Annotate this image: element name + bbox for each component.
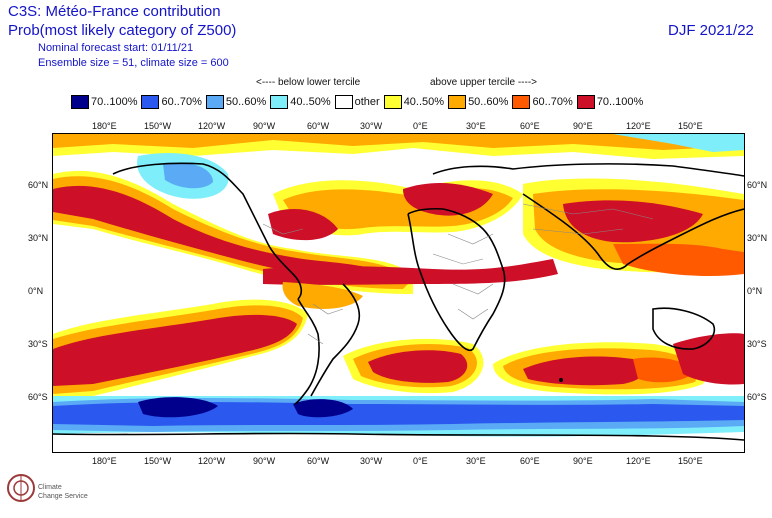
longitude-label: 60°W [307, 121, 330, 131]
ensemble-size-text: Ensemble size = 51, climate size = 600 [38, 57, 229, 69]
longitude-label: 0°E [413, 456, 428, 466]
country-borders [262, 203, 654, 345]
legend-swatch [448, 95, 467, 109]
longitude-label: 60°W [307, 456, 330, 466]
region-indian-darkorange [633, 357, 693, 383]
longitude-label: 30°E [466, 456, 486, 466]
season-label: DJF 2021/22 [668, 22, 754, 39]
legend-label: 60..70% [532, 96, 573, 108]
c3s-logo [6, 470, 36, 515]
region-indian-red [523, 356, 646, 386]
region-asia-darkorange [613, 243, 744, 276]
longitude-label: 90°W [253, 121, 276, 131]
legend-item: other [334, 95, 380, 109]
longitude-label: 150°E [678, 121, 703, 131]
region-europe-red [403, 182, 493, 216]
longitude-label: 150°E [678, 456, 703, 466]
longitude-label: 0°E [413, 121, 428, 131]
longitude-label: 90°E [573, 456, 593, 466]
latitude-label: 60°S [28, 392, 48, 402]
marker-dot [559, 378, 563, 382]
region-subtrop-atlantic-red [263, 259, 558, 285]
region-s-pacific-east-red [673, 333, 744, 385]
legend-label: 50..60% [225, 96, 267, 108]
longitude-label: 60°E [520, 121, 540, 131]
legend-swatch [383, 95, 402, 109]
longitude-label: 120°W [198, 121, 226, 131]
latitude-label: 0°N [28, 286, 44, 296]
latitude-label: 60°N [747, 180, 768, 190]
legend-swatch [71, 95, 89, 109]
longitude-label: 30°W [360, 456, 383, 466]
region-s-pacific-red [53, 314, 297, 386]
region-southern-darkblue-1 [138, 397, 218, 418]
legend-item: 60..70% [141, 95, 202, 109]
legend-label: 70..100% [596, 96, 644, 108]
latitude-label: 60°S [747, 392, 767, 402]
region-southern-blue [53, 402, 744, 426]
longitude-label: 180°E [92, 121, 117, 131]
region-eq-america-orange [282, 282, 363, 309]
legend-item: 40..50% [270, 95, 331, 109]
legend-item: 70..100% [576, 95, 644, 109]
latitude-label: 60°N [28, 180, 49, 190]
logo-text: Climate Change Service [38, 483, 88, 501]
legend-label: 40..50% [403, 96, 445, 108]
longitude-label: 90°W [253, 456, 276, 466]
region-southern-darkblue-2 [293, 399, 353, 418]
legend-item: 50..60% [205, 95, 267, 109]
legend-label: 60..70% [161, 96, 202, 108]
legend-label: 40..50% [290, 96, 331, 108]
legend-swatch [334, 95, 353, 109]
longitude-label: 90°E [573, 121, 593, 131]
above-tercile-header: above upper tercile ----> [430, 77, 537, 88]
region-s-atlantic-red [368, 350, 468, 383]
legend-label: 70..100% [91, 96, 138, 108]
probability-map [52, 133, 745, 453]
region-arctic-orange [53, 134, 744, 150]
legend-swatch [270, 95, 289, 109]
longitude-label: 30°E [466, 121, 486, 131]
legend-item: 40..50% [383, 95, 445, 109]
legend-label: other [354, 96, 380, 108]
map-title: C3S: Météo-France contribution [8, 3, 221, 20]
map-subtitle: Prob(most likely category of Z500) [8, 22, 237, 39]
logo-line1: Climate [38, 484, 62, 491]
legend-swatch [576, 95, 595, 109]
region-n-america-red [268, 209, 338, 241]
longitude-label: 150°W [144, 121, 172, 131]
region-arctic-cyan [613, 134, 744, 152]
longitude-label: 120°W [198, 456, 226, 466]
color-legend: 70..100% 60..70% 50..60% 40..50% other 40..50… [71, 95, 647, 109]
region-southern-white [53, 432, 744, 452]
latitude-label: 30°N [747, 233, 768, 243]
region-n-pacific-red [53, 185, 398, 281]
latitude-label: 30°S [747, 339, 767, 349]
longitude-label: 180°E [92, 456, 117, 466]
latitude-label: 30°N [28, 233, 49, 243]
legend-item: 50..60% [448, 95, 508, 109]
map-canvas [53, 134, 744, 452]
legend-label: 50..60% [468, 96, 509, 108]
below-tercile-header: <---- below lower tercile [256, 77, 361, 88]
legend-item: 60..70% [512, 95, 573, 109]
legend-swatch [512, 95, 531, 109]
longitude-label: 30°W [360, 121, 383, 131]
latitude-label: 30°S [28, 339, 48, 349]
longitude-label: 60°E [520, 456, 540, 466]
legend-item: 70..100% [71, 95, 137, 109]
legend-swatch [141, 95, 160, 109]
longitude-label: 120°E [626, 456, 651, 466]
legend-swatch [205, 95, 224, 109]
longitude-label: 120°E [626, 121, 651, 131]
logo-line2: Change Service [38, 493, 88, 500]
forecast-start-text: Nominal forecast start: 01/11/21 [38, 42, 194, 54]
region-n-pacific-blue [163, 162, 213, 189]
latitude-label: 0°N [747, 286, 763, 296]
coastlines [53, 162, 744, 441]
longitude-label: 150°W [144, 456, 172, 466]
